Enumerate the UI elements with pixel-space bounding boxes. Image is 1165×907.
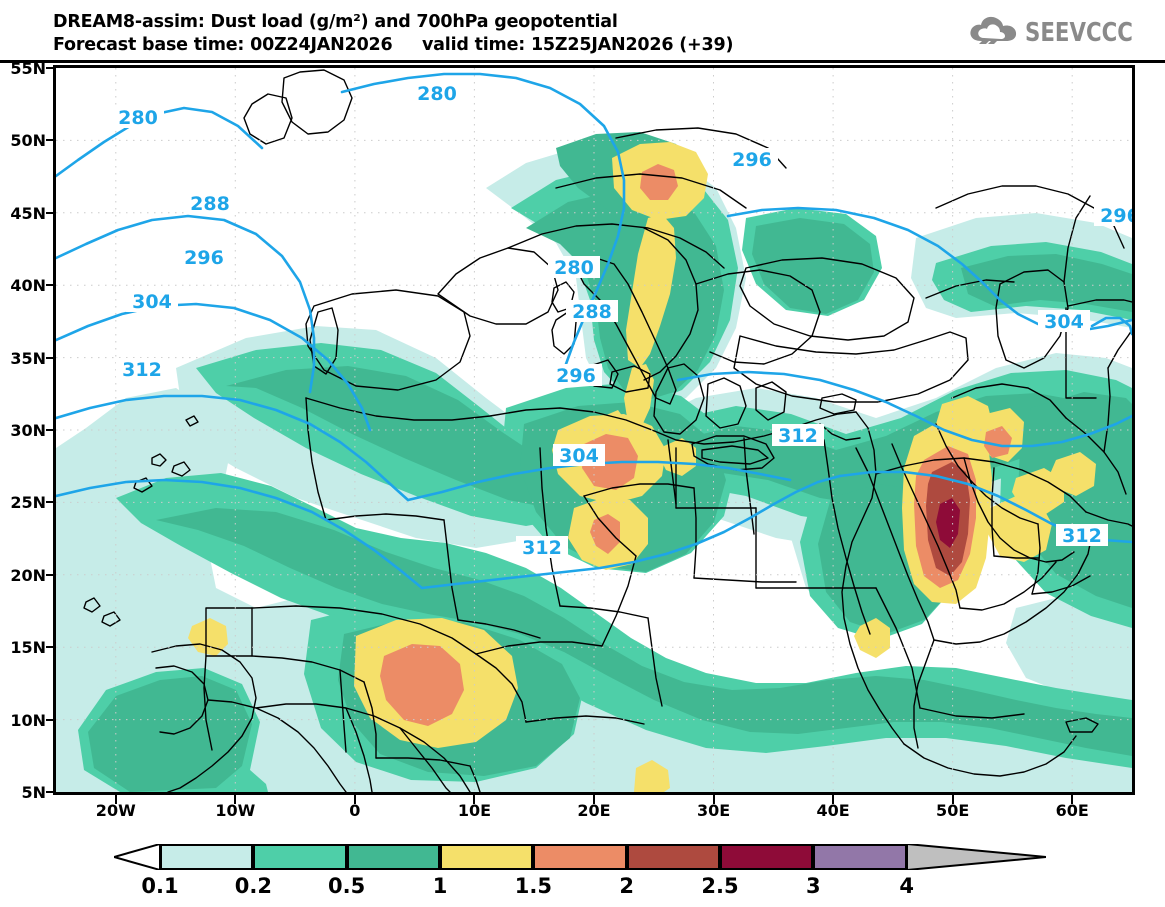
colorbar-tick-label: 4 [899,874,914,898]
y-axis-tick-label: 5N [21,783,46,802]
cloud-icon [967,14,1019,52]
map-canvas: 280 280 288 296 304 312 280 288 [56,68,1132,792]
map-plot-area: 280 280 288 296 304 312 280 288 [53,65,1135,795]
y-axis-tick-label: 35N [10,348,46,368]
forecast-time-subtitle: Forecast base time: 00Z24JAN2026 valid t… [53,35,734,55]
y-axis-tick [46,429,55,431]
svg-text:312: 312 [522,537,562,559]
colorbar-tick-label: 0.2 [234,874,272,898]
x-axis-tick-label: 20W [95,801,136,820]
y-axis-tick [46,211,55,214]
x-axis-tick-label: 50E [936,801,970,820]
colorbar-swatch [160,844,254,870]
colorbar-tick-label: 1.5 [514,874,552,898]
svg-text:296: 296 [556,365,596,387]
x-axis-tick [593,795,595,804]
colorbar-tick-label: 3 [806,874,821,898]
x-axis-tick-label: 10E [457,801,492,820]
colorbar-swatch [813,844,907,870]
page-title: DREAM8-assim: Dust load (g/m²) and 700hP… [53,12,618,32]
y-axis-tick [46,791,55,793]
svg-text:304: 304 [132,291,172,313]
svg-text:296: 296 [1100,205,1132,227]
y-axis-tick [46,501,55,504]
svg-text:296: 296 [732,149,772,171]
y-axis-tick-label: 55N [10,59,46,78]
colorbar: 0.1 0.2 0.5 1 1.5 2 2.5 3 4 [0,838,1165,907]
y-axis-tick [46,718,55,721]
svg-text:312: 312 [778,425,818,447]
y-axis-tick [46,356,55,359]
y-axis-tick [46,67,55,69]
colorbar-track: 0.1 0.2 0.5 1 1.5 2 2.5 3 4 [110,842,1047,898]
colorbar-tick-label: 2 [619,874,634,898]
x-axis-tick [832,795,835,804]
colorbar-tick-label: 0.1 [141,874,179,898]
logo-text: SEEVCCC [1025,18,1134,48]
x-axis-tick [353,795,356,804]
y-axis-tick-label: 50N [10,131,46,151]
header-divider [0,60,1165,63]
colorbar-tick-label: 2.5 [701,874,739,898]
y-axis-tick [46,646,55,649]
y-axis-tick-label: 30N [10,421,46,440]
y-axis-tick-label: 10N [10,710,46,730]
svg-text:304: 304 [559,445,599,467]
svg-text:288: 288 [190,193,230,215]
x-axis-tick-label: 0 [349,801,361,820]
x-axis-tick [234,795,237,804]
seevccc-logo: SEEVCCC [967,13,1157,53]
colorbar-over-arrow [905,842,1047,872]
svg-text:296: 296 [184,247,224,269]
colorbar-swatch [626,844,720,870]
svg-text:280: 280 [417,83,457,105]
x-axis-tick-label: 20E [577,801,611,820]
x-axis-tick [114,795,117,804]
x-axis-tick [1071,795,1074,804]
colorbar-swatch [253,844,347,870]
svg-text:312: 312 [122,359,162,381]
svg-text:280: 280 [118,107,158,129]
colorbar-swatch [440,844,534,870]
svg-text:280: 280 [554,257,594,279]
x-axis-tick-label: 60E [1055,801,1089,820]
colorbar-under-arrow-outline [110,842,161,872]
colorbar-swatch [720,844,814,870]
x-axis-tick-label: 30E [696,801,731,820]
y-axis-tick [46,284,55,287]
svg-text:312: 312 [1062,525,1102,547]
x-axis-tick-label: 10W [215,801,256,820]
y-axis-tick-label: 25N [10,493,46,513]
colorbar-tick-label: 1 [432,874,448,898]
y-axis-tick [46,139,55,142]
y-axis-tick-label: 40N [10,276,46,296]
x-axis-tick [473,795,476,804]
y-axis-tick-label: 45N [10,203,46,223]
y-axis-tick-label: 20N [10,565,46,585]
colorbar-swatch [533,844,627,870]
y-axis-tick-label: 15N [10,638,46,658]
svg-text:288: 288 [572,301,612,323]
y-axis-tick [46,573,55,576]
x-axis-tick [951,795,954,804]
x-axis-tick [712,795,715,804]
x-axis-tick-label: 40E [816,801,850,820]
colorbar-swatch [346,844,440,870]
colorbar-tick-label: 0.5 [328,874,366,898]
svg-text:304: 304 [1044,311,1084,333]
chart-header: DREAM8-assim: Dust load (g/m²) and 700hP… [0,0,1165,63]
